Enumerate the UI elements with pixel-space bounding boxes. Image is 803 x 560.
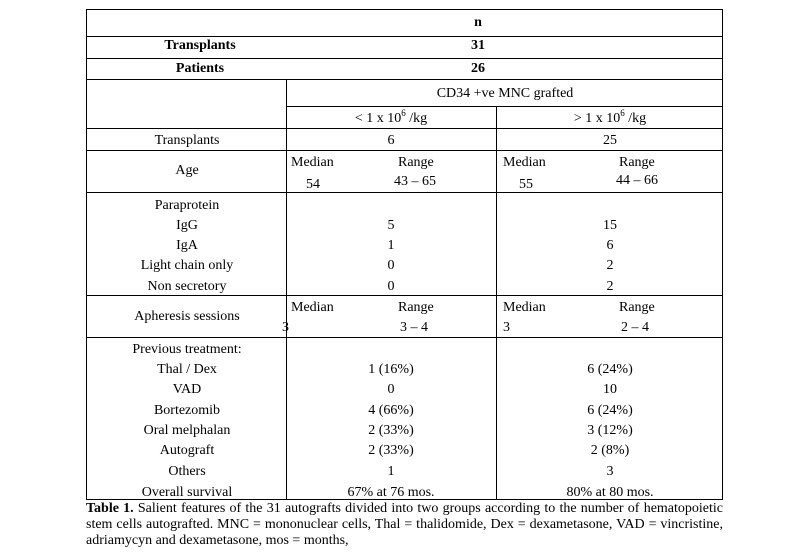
treatment-thal-dex-high: 6 (24%) — [587, 362, 633, 377]
paraprotein-igg-high: 15 — [603, 218, 617, 233]
group-low-header: < 1 x 106 /kg — [354, 108, 428, 127]
paraprotein-non-secretory-high: 2 — [606, 279, 614, 294]
paraprotein-igg-low: 5 — [387, 218, 395, 233]
apheresis-median-header-low: Median — [291, 300, 334, 315]
paraprotein-non-secretory-low: 0 — [387, 279, 395, 294]
apheresis-median-low: 3 — [282, 320, 289, 335]
age-median-high: 55 — [519, 177, 533, 192]
apheresis-range-low: 3 – 4 — [400, 320, 428, 335]
caption-label: Table 1. — [86, 501, 134, 516]
row-divider — [87, 150, 722, 151]
transplants-high: 25 — [603, 133, 617, 148]
overall-survival-label: Overall survival — [141, 485, 233, 500]
row-divider — [87, 192, 722, 193]
apheresis-median-high: 3 — [503, 320, 510, 335]
paraprotein-iga-high: 6 — [606, 238, 614, 253]
treatment-bortezomib-label: Bortezomib — [153, 403, 221, 418]
overall-survival-low: 67% at 76 mos. — [347, 485, 435, 500]
age-median-header-low: Median — [291, 155, 334, 170]
paraprotein-non-secretory-label: Non secretory — [147, 279, 227, 294]
age-label: Age — [175, 163, 199, 178]
row-divider — [87, 36, 722, 37]
apheresis-range-header-low: Range — [398, 300, 434, 315]
treatment-bortezomib-low: 4 (66%) — [368, 403, 414, 418]
paraprotein-light-chain-high: 2 — [606, 258, 614, 273]
paraprotein-light-chain-low: 0 — [387, 258, 395, 273]
age-range-low: 43 – 65 — [394, 174, 436, 189]
treatment-others-high: 3 — [606, 464, 614, 479]
age-median-low: 54 — [306, 177, 320, 192]
transplants-total-label: Transplants — [164, 38, 236, 53]
group-high-header: > 1 x 106 /kg — [573, 108, 647, 127]
column-divider — [286, 79, 287, 499]
patients-total-value: 26 — [471, 61, 485, 76]
row-divider — [87, 295, 722, 296]
apheresis-range-header-high: Range — [619, 300, 655, 315]
row-divider — [87, 79, 722, 80]
transplants-total-value: 31 — [471, 38, 485, 53]
overall-survival-high: 80% at 80 mos. — [566, 485, 654, 500]
age-range-header-high: Range — [619, 155, 655, 170]
transplants-low: 6 — [387, 133, 395, 148]
apheresis-range-high: 2 – 4 — [621, 320, 649, 335]
previous-treatment-label: Previous treatment: — [132, 342, 242, 357]
treatment-others-low: 1 — [387, 464, 395, 479]
treatment-vad-low: 0 — [387, 382, 395, 397]
subheader-divider — [286, 106, 722, 107]
row-divider — [87, 128, 722, 129]
treatment-oral-melphalan-label: Oral melphalan — [143, 423, 231, 438]
treatment-oral-melphalan-low: 2 (33%) — [368, 423, 414, 438]
table-caption: Table 1. Salient features of the 31 auto… — [86, 501, 723, 549]
age-range-header-low: Range — [398, 155, 434, 170]
treatment-thal-dex-label: Thal / Dex — [157, 362, 217, 377]
age-range-high: 44 – 66 — [616, 173, 658, 188]
treatment-autograft-high: 2 (8%) — [590, 443, 630, 458]
cd34-group-header: CD34 +ve MNC grafted — [436, 86, 574, 101]
features-table: n Transplants 31 Patients 26 CD34 +ve MN… — [86, 9, 723, 500]
transplants-label: Transplants — [154, 133, 220, 148]
treatment-vad-high: 10 — [603, 382, 617, 397]
n-header: n — [474, 15, 482, 30]
treatment-vad-label: VAD — [172, 382, 202, 397]
treatment-bortezomib-high: 6 (24%) — [587, 403, 633, 418]
treatment-thal-dex-low: 1 (16%) — [368, 362, 414, 377]
paraprotein-light-chain-label: Light chain only — [140, 258, 234, 273]
apheresis-median-header-high: Median — [503, 300, 546, 315]
paraprotein-label: Paraprotein — [154, 198, 220, 213]
apheresis-label: Apheresis sessions — [134, 309, 240, 324]
paraprotein-iga-label: IgA — [176, 238, 198, 253]
paraprotein-igg-label: IgG — [176, 218, 198, 233]
patients-total-label: Patients — [175, 61, 225, 76]
column-divider — [496, 106, 497, 499]
caption-text: Salient features of the 31 autografts di… — [86, 501, 723, 548]
row-divider — [87, 337, 722, 338]
treatment-autograft-low: 2 (33%) — [368, 443, 414, 458]
treatment-others-label: Others — [168, 464, 206, 479]
age-median-header-high: Median — [503, 155, 546, 170]
paraprotein-iga-low: 1 — [387, 238, 395, 253]
treatment-oral-melphalan-high: 3 (12%) — [587, 423, 633, 438]
row-divider — [87, 58, 722, 59]
treatment-autograft-label: Autograft — [159, 443, 215, 458]
